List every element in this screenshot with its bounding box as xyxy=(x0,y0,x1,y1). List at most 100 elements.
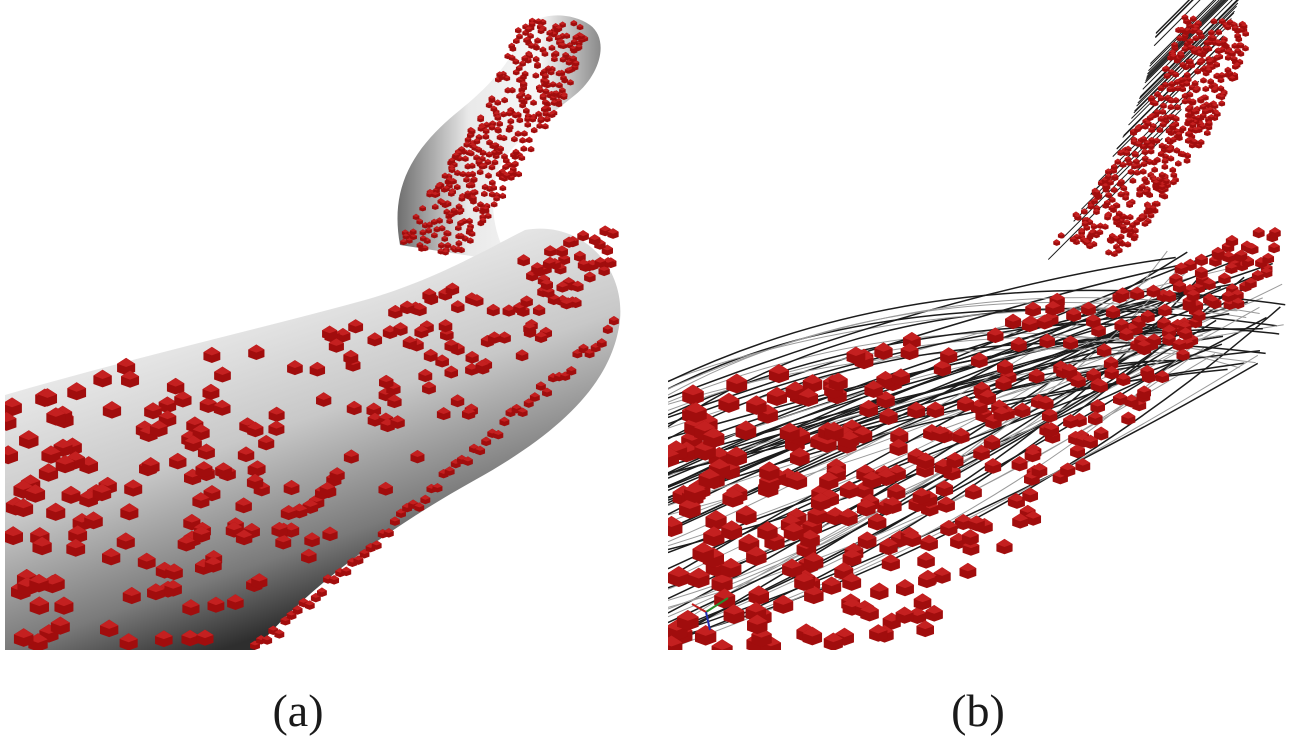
particle-marker-top xyxy=(92,483,112,493)
particle-marker-top xyxy=(560,298,573,304)
particle-marker-top xyxy=(1193,24,1200,28)
particle-marker-top xyxy=(1192,309,1206,316)
particle-marker-top xyxy=(703,526,725,538)
particle-marker-top xyxy=(1122,194,1129,198)
particle-marker-top xyxy=(1231,42,1239,46)
particle-marker-top xyxy=(1093,426,1109,434)
particle-marker-top xyxy=(1191,27,1199,31)
particle-marker-top xyxy=(1083,239,1091,243)
particle-marker-top xyxy=(184,435,202,445)
particle-marker-top xyxy=(807,505,827,516)
particle-marker-top xyxy=(789,447,810,458)
particle-marker-top xyxy=(1086,242,1094,247)
particle-marker-top xyxy=(268,406,285,415)
particle-marker-top xyxy=(1021,317,1038,325)
particle-marker-top xyxy=(569,296,582,303)
particle-marker-top xyxy=(477,201,484,205)
particle-marker-top xyxy=(1133,219,1140,223)
particle-marker-top xyxy=(1134,334,1149,341)
particle-marker-top xyxy=(559,56,567,60)
particle-marker-top xyxy=(1101,223,1109,227)
particle-marker-top xyxy=(1025,510,1042,519)
particle-marker-top xyxy=(470,294,484,301)
wire-line xyxy=(1148,0,1220,72)
particle-marker-top xyxy=(1081,220,1089,224)
particle-marker-top xyxy=(1189,98,1197,102)
particle-marker-top xyxy=(1130,286,1145,294)
particle-marker-top xyxy=(98,476,117,487)
particle-marker-top xyxy=(205,550,223,559)
particle-marker-top xyxy=(1188,84,1196,88)
particle-marker-top xyxy=(1242,30,1249,34)
particle-marker-top xyxy=(204,556,222,566)
particle-marker-top xyxy=(1163,72,1171,77)
particle-marker-top xyxy=(1151,100,1159,104)
particle-marker-top xyxy=(1147,171,1155,175)
particle-marker-top xyxy=(1063,414,1079,422)
particle-marker-top xyxy=(488,164,496,168)
particle-marker-top xyxy=(388,304,403,313)
particle-marker-top xyxy=(584,348,595,354)
particle-marker-top xyxy=(426,191,433,195)
particle-marker-top xyxy=(1060,462,1076,471)
particle-marker-top xyxy=(860,603,879,614)
particle-marker-top xyxy=(527,146,535,150)
particle-marker-top xyxy=(1211,246,1225,254)
particle-marker-top xyxy=(68,525,88,535)
particle-marker-top xyxy=(835,627,854,638)
particle-marker-top xyxy=(560,371,571,377)
particle-marker-top xyxy=(572,34,580,38)
particle-marker-top xyxy=(450,161,458,165)
particle-marker-top xyxy=(779,422,800,433)
particle-marker-top xyxy=(1213,61,1221,65)
particle-marker-top xyxy=(907,401,926,411)
particle-marker-top xyxy=(1135,140,1142,145)
particle-marker-top xyxy=(1175,131,1182,135)
wire-line xyxy=(1149,0,1217,67)
particle-marker-top xyxy=(1107,179,1114,183)
particle-marker-top xyxy=(1225,262,1238,269)
particle-marker-top xyxy=(1158,115,1165,119)
particle-marker-top xyxy=(1162,65,1169,70)
particle-marker-top xyxy=(29,573,49,584)
particle-marker-top xyxy=(584,271,596,278)
particle-marker-top xyxy=(1105,168,1112,172)
particle-marker-top xyxy=(516,151,523,156)
particle-marker-top xyxy=(692,542,714,553)
particle-marker-top xyxy=(1204,64,1212,69)
particle-marker-top xyxy=(1235,249,1248,256)
particle-marker-top xyxy=(1074,213,1081,217)
particle-marker-top xyxy=(842,572,862,583)
particle-marker-top xyxy=(250,640,260,646)
particle-marker-top xyxy=(1222,290,1235,297)
particle-marker-top xyxy=(322,526,338,535)
particle-marker-top xyxy=(467,237,474,241)
particle-marker-top xyxy=(973,381,991,390)
wire-line xyxy=(668,267,1192,547)
particle-marker-top xyxy=(419,229,427,233)
particle-marker-top xyxy=(1131,232,1139,237)
particle-marker-top xyxy=(249,460,266,469)
particle-marker-top xyxy=(1172,176,1179,180)
particle-marker-top xyxy=(1158,183,1166,188)
particle-marker-top xyxy=(237,446,255,455)
particle-marker-top xyxy=(435,354,449,362)
particle-marker-top xyxy=(1168,80,1176,85)
particle-marker-top xyxy=(431,232,438,236)
particle-marker-top xyxy=(1262,252,1275,259)
particle-marker-top xyxy=(1141,309,1155,317)
particle-marker-top xyxy=(567,79,574,83)
particle-marker-top xyxy=(1170,171,1178,176)
particle-marker-top xyxy=(441,172,449,176)
particle-marker-top xyxy=(1217,85,1225,89)
particle-marker-top xyxy=(1148,136,1155,141)
particle-marker-top xyxy=(444,339,458,346)
particle-marker-top xyxy=(768,364,789,375)
particle-marker-top xyxy=(1090,399,1106,407)
particle-marker-top xyxy=(1114,318,1129,326)
particle-marker-top xyxy=(416,218,423,222)
particle-marker-top xyxy=(101,547,121,558)
particle-marker-top xyxy=(723,604,745,615)
particle-marker-top xyxy=(1244,277,1257,284)
particle-marker-top xyxy=(488,191,496,195)
